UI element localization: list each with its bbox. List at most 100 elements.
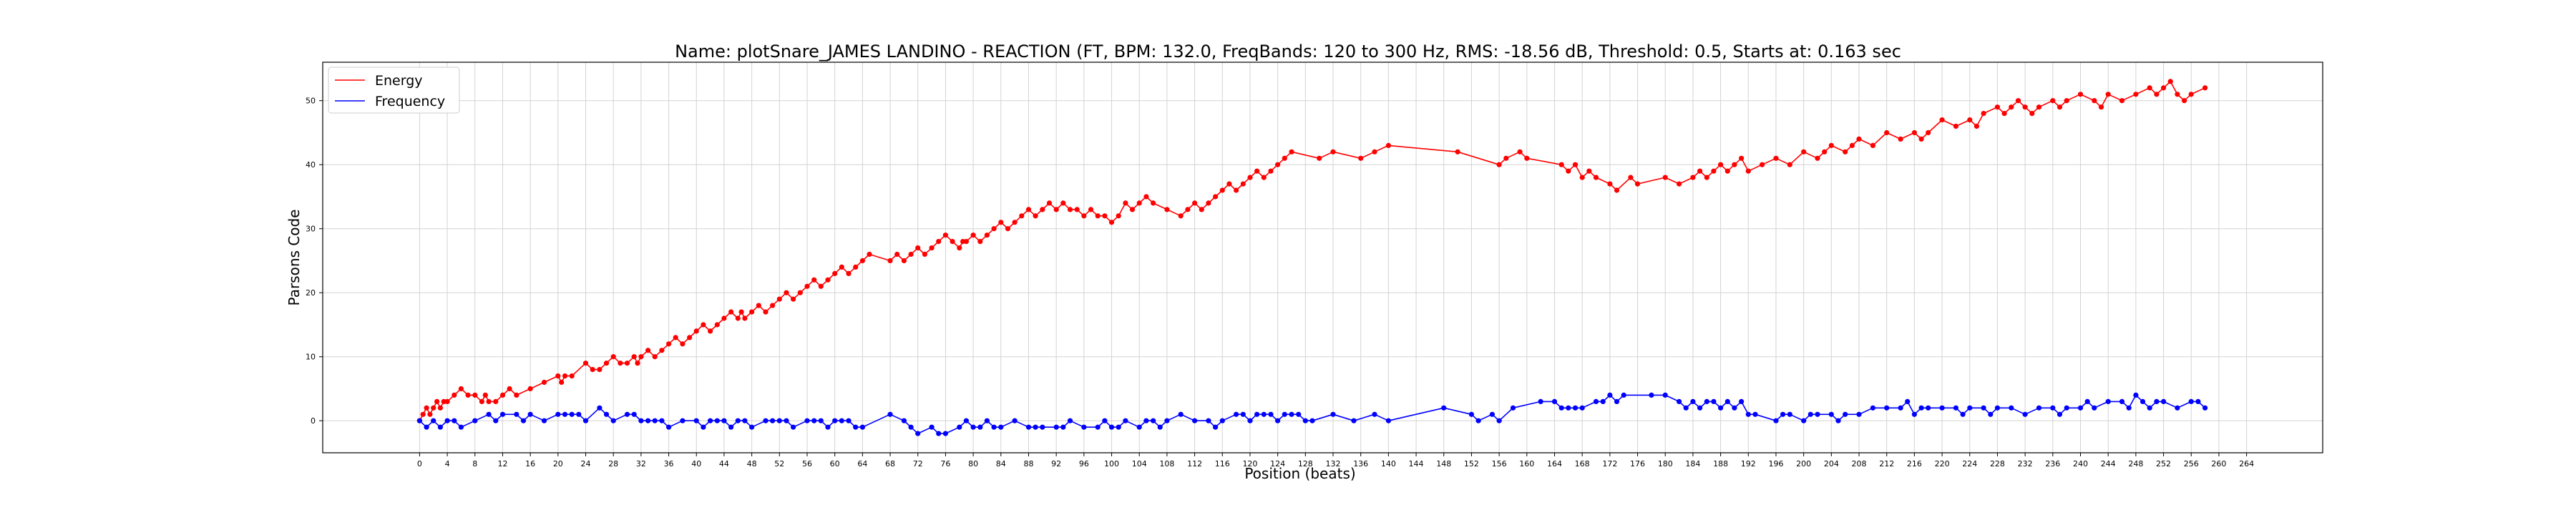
frequency-point	[1108, 424, 1115, 430]
x-tick-label: 44	[719, 459, 729, 469]
frequency-point	[2154, 398, 2160, 405]
energy-point	[424, 405, 429, 411]
energy-point	[1136, 200, 1142, 206]
x-tick-label: 244	[2101, 459, 2116, 469]
energy-point	[1677, 181, 1682, 187]
energy-point	[1614, 187, 1620, 193]
frequency-point	[1489, 411, 1495, 417]
energy-point	[1240, 181, 1246, 187]
frequency-point	[1240, 411, 1246, 417]
frequency-point	[970, 424, 976, 430]
energy-point	[452, 392, 457, 398]
frequency-point	[1351, 418, 1357, 423]
x-tick-label: 60	[830, 459, 840, 469]
energy-point	[693, 328, 699, 334]
frequency-point	[2050, 405, 2056, 411]
energy-point	[1317, 155, 1322, 161]
frequency-point	[942, 431, 948, 436]
frequency-point	[915, 431, 921, 436]
energy-point	[784, 290, 789, 295]
energy-point	[437, 405, 444, 411]
energy-point	[1151, 200, 1156, 206]
x-tick-label: 220	[1935, 459, 1950, 469]
frequency-point	[2057, 411, 2063, 417]
energy-point	[901, 258, 907, 264]
energy-point	[482, 392, 488, 398]
frequency-point	[1151, 418, 1156, 423]
energy-point	[1967, 117, 1973, 123]
energy-point	[2133, 92, 2139, 97]
frequency-point	[597, 405, 602, 411]
frequency-point	[1558, 405, 1564, 411]
frequency-point	[472, 418, 478, 423]
energy-point	[1060, 200, 1066, 206]
frequency-point	[908, 424, 914, 430]
frequency-point	[859, 424, 865, 430]
energy-point	[1095, 213, 1101, 219]
frequency-point	[1102, 418, 1108, 423]
x-tick-label: 216	[1907, 459, 1922, 469]
energy-point	[1226, 181, 1232, 187]
frequency-point	[1081, 424, 1087, 430]
frequency-point	[2133, 392, 2139, 398]
energy-point	[1718, 162, 1724, 167]
x-tick-label: 72	[913, 459, 923, 469]
frequency-point	[1302, 418, 1308, 423]
energy-point	[735, 315, 741, 321]
tick-layer: 0 4 8 12 16 20 24 28 32 36 40 44 48 52 56 60 64 68 72 76 80 8…	[306, 97, 2254, 469]
frequency-point	[1884, 405, 1890, 411]
frequency-point	[1510, 405, 1516, 411]
frequency-point	[1254, 411, 1260, 417]
frequency-point	[791, 424, 796, 430]
frequency-point	[1157, 424, 1163, 430]
frequency-point	[2161, 398, 2167, 405]
frequency-point	[2105, 398, 2111, 405]
energy-point	[963, 239, 969, 245]
x-tick-label: 52	[774, 459, 784, 469]
energy-point	[2077, 92, 2084, 97]
energy-point	[1586, 168, 1592, 174]
energy-point	[1012, 220, 1018, 225]
energy-point	[2182, 98, 2187, 104]
frequency-point	[1967, 405, 1973, 411]
frequency-point	[562, 411, 568, 417]
frequency-point	[1835, 418, 1841, 423]
energy-point	[1372, 149, 1377, 154]
frequency-point	[1745, 411, 1751, 417]
frequency-point	[1468, 411, 1474, 417]
energy-point	[1517, 149, 1523, 154]
frequency-point	[680, 418, 686, 423]
frequency-point	[2188, 398, 2194, 405]
frequency-point	[1732, 405, 1737, 411]
frequency-point	[2077, 405, 2084, 411]
energy-point	[2188, 92, 2194, 97]
frequency-point	[818, 418, 824, 423]
frequency-point	[1911, 411, 1917, 417]
x-tick-label: 20	[553, 459, 563, 469]
frequency-point	[708, 418, 713, 423]
energy-point	[680, 341, 686, 347]
energy-point	[998, 220, 1004, 225]
energy-point	[645, 348, 651, 353]
frequency-point	[1330, 411, 1336, 417]
y-tick-label: 10	[306, 353, 316, 362]
frequency-point	[1261, 411, 1267, 417]
energy-point	[1192, 200, 1198, 206]
frequency-point	[839, 418, 844, 423]
frequency-point	[1801, 418, 1807, 423]
energy-point	[1773, 155, 1779, 161]
energy-point	[1690, 175, 1696, 180]
energy-point	[1579, 175, 1585, 180]
frequency-point	[1870, 405, 1875, 411]
energy-point	[1856, 136, 1862, 142]
frequency-point	[1123, 418, 1128, 423]
x-tick-label: 0	[417, 459, 422, 469]
frequency-point	[1690, 398, 1696, 405]
energy-point	[991, 226, 997, 232]
energy-point	[2154, 92, 2160, 97]
x-tick-label: 140	[1381, 459, 1396, 469]
plot-frame	[322, 62, 2323, 453]
y-axis-label: Parsons Code	[286, 210, 303, 306]
frequency-point	[825, 424, 831, 430]
x-tick-label: 64	[857, 459, 867, 469]
